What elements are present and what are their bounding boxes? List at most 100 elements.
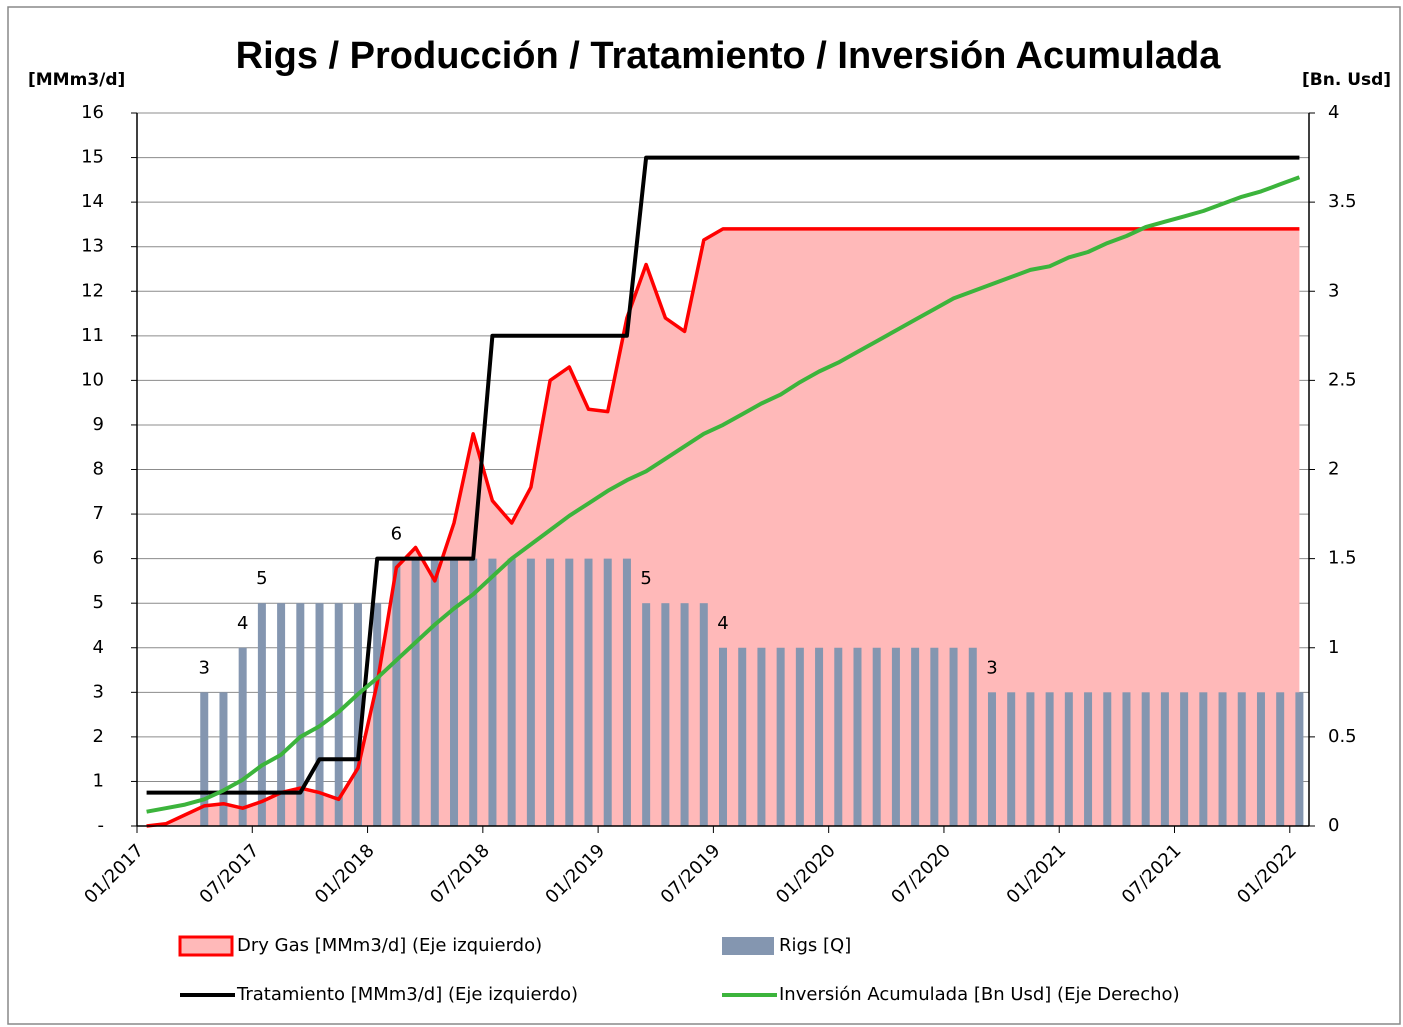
- y-tick-label: 10: [81, 369, 104, 390]
- bar: [450, 558, 459, 826]
- y-tick-label: 14: [81, 191, 104, 212]
- bar: [1064, 692, 1073, 826]
- bar: [1122, 692, 1131, 826]
- bar: [526, 558, 535, 826]
- bar: [238, 647, 247, 826]
- bar: [642, 603, 651, 826]
- bar: [891, 647, 900, 826]
- bar: [353, 603, 362, 826]
- y-tick-label: 4: [93, 637, 104, 658]
- bar: [622, 558, 631, 826]
- legend-swatch: [722, 937, 774, 955]
- data-label: 4: [717, 613, 728, 634]
- bar: [469, 558, 478, 826]
- bar: [1218, 692, 1227, 826]
- y2-tick-label: 1: [1328, 637, 1339, 658]
- y-tick-label: 16: [81, 102, 104, 123]
- y-tick-label: -: [98, 815, 105, 836]
- bar: [872, 647, 881, 826]
- y2-tick-label: 2.5: [1328, 369, 1357, 390]
- y2-tick-label: 2: [1328, 459, 1339, 480]
- y-tick-label: 15: [81, 147, 104, 168]
- bar: [430, 558, 439, 826]
- data-label: 5: [640, 568, 651, 589]
- area-line: [146, 227, 1300, 828]
- y-tick-label: 8: [93, 459, 104, 480]
- bar: [603, 558, 612, 826]
- bar: [699, 603, 708, 826]
- bar: [719, 647, 727, 826]
- y-tick-label: 7: [93, 503, 104, 524]
- bar: [488, 558, 497, 826]
- bar: [949, 647, 958, 826]
- bar: [1180, 692, 1189, 826]
- bar: [584, 558, 593, 826]
- bar: [1256, 692, 1265, 826]
- bar: [987, 692, 996, 826]
- data-label: 6: [391, 524, 402, 545]
- y-axis-label: [MMm3/d]: [28, 70, 125, 90]
- bar: [1276, 692, 1285, 826]
- data-label: 5: [256, 568, 267, 589]
- legend-label: Inversión Acumulada [Bn Usd] (Eje Derech…: [779, 984, 1180, 1005]
- y-tick-label: 13: [81, 236, 104, 257]
- bar: [546, 558, 555, 826]
- data-label: 3: [986, 657, 997, 678]
- bar: [1084, 692, 1093, 826]
- bar: [757, 647, 766, 826]
- bar: [296, 603, 305, 826]
- bar: [392, 558, 401, 826]
- bar: [1007, 692, 1016, 826]
- bar: [968, 647, 977, 826]
- bar: [334, 603, 343, 826]
- bar: [1160, 692, 1169, 826]
- y2-axis-label: [Bn. Usd]: [1302, 70, 1391, 90]
- legend-label: Dry Gas [MMm3/d] (Eje izquierdo): [237, 935, 542, 956]
- bar: [219, 692, 228, 826]
- chart-title: Rigs / Producción / Tratamiento / Invers…: [236, 35, 1222, 77]
- y-tick-label: 3: [93, 681, 104, 702]
- y2-tick-label: 3: [1328, 280, 1339, 301]
- y-tick-label: 5: [93, 592, 104, 613]
- y2-tick-label: 3.5: [1328, 191, 1357, 212]
- line: [146, 175, 1301, 814]
- y-tick-label: 1: [93, 770, 104, 791]
- bar: [1237, 692, 1246, 826]
- legend-swatch: [178, 935, 234, 957]
- bar: [200, 692, 209, 826]
- bar: [257, 603, 266, 826]
- bar: [315, 603, 324, 826]
- y2-tick-label: 1.5: [1328, 548, 1357, 569]
- line: [146, 155, 1300, 795]
- bar: [738, 647, 747, 826]
- y-tick-label: 2: [93, 726, 104, 747]
- y-tick-label: 11: [81, 325, 104, 346]
- bar: [1295, 692, 1304, 826]
- bar: [1045, 692, 1054, 826]
- bar: [815, 647, 824, 826]
- bar: [1026, 692, 1035, 826]
- bar: [507, 558, 516, 826]
- y2-tick-label: 0.5: [1328, 726, 1357, 747]
- bar: [661, 603, 670, 826]
- y2-tick-label: 4: [1328, 102, 1339, 123]
- data-label: 3: [199, 657, 210, 678]
- bar: [1141, 692, 1150, 826]
- bar: [565, 558, 574, 826]
- y-tick-label: 6: [93, 548, 104, 569]
- bar: [411, 558, 420, 826]
- bar: [776, 647, 785, 826]
- bar: [834, 647, 843, 826]
- bar: [373, 603, 382, 826]
- bar: [930, 647, 939, 826]
- bar: [680, 603, 689, 826]
- y-tick-label: 12: [81, 280, 104, 301]
- bar: [911, 647, 920, 826]
- y-tick-label: 9: [93, 414, 104, 435]
- bar: [853, 647, 862, 826]
- bar: [1199, 692, 1208, 826]
- bar: [277, 603, 286, 826]
- legend-label: Rigs [Q]: [779, 935, 851, 956]
- legend-label: Tratamiento [MMm3/d] (Eje izquierdo): [236, 984, 578, 1005]
